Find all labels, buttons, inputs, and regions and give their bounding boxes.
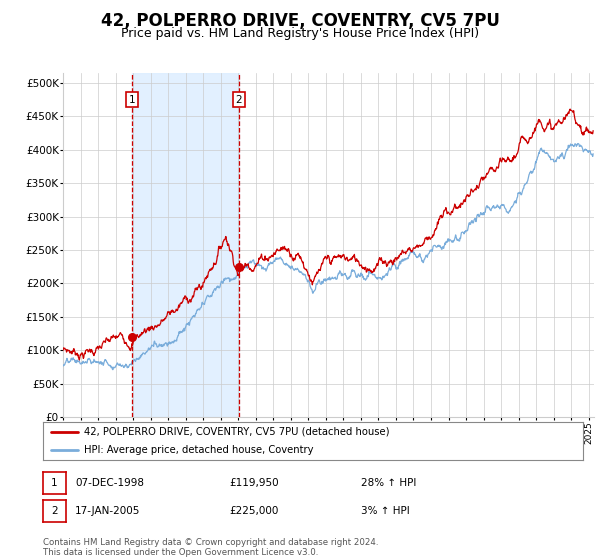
Text: Contains HM Land Registry data © Crown copyright and database right 2024.
This d: Contains HM Land Registry data © Crown c…	[43, 538, 379, 557]
Text: 42, POLPERRO DRIVE, COVENTRY, CV5 7PU (detached house): 42, POLPERRO DRIVE, COVENTRY, CV5 7PU (d…	[83, 427, 389, 437]
Text: 28% ↑ HPI: 28% ↑ HPI	[361, 478, 416, 488]
Text: £225,000: £225,000	[229, 506, 278, 516]
Text: 2: 2	[51, 506, 58, 516]
Text: 1: 1	[51, 478, 58, 488]
Text: Price paid vs. HM Land Registry's House Price Index (HPI): Price paid vs. HM Land Registry's House …	[121, 27, 479, 40]
Text: 07-DEC-1998: 07-DEC-1998	[75, 478, 144, 488]
Text: £119,950: £119,950	[229, 478, 279, 488]
Text: 3% ↑ HPI: 3% ↑ HPI	[361, 506, 410, 516]
Bar	[132, 73, 239, 417]
Text: HPI: Average price, detached house, Coventry: HPI: Average price, detached house, Cove…	[83, 445, 313, 455]
Text: 1: 1	[128, 95, 135, 105]
Text: 17-JAN-2005: 17-JAN-2005	[75, 506, 140, 516]
Text: 2: 2	[236, 95, 242, 105]
Text: 42, POLPERRO DRIVE, COVENTRY, CV5 7PU: 42, POLPERRO DRIVE, COVENTRY, CV5 7PU	[101, 12, 499, 30]
